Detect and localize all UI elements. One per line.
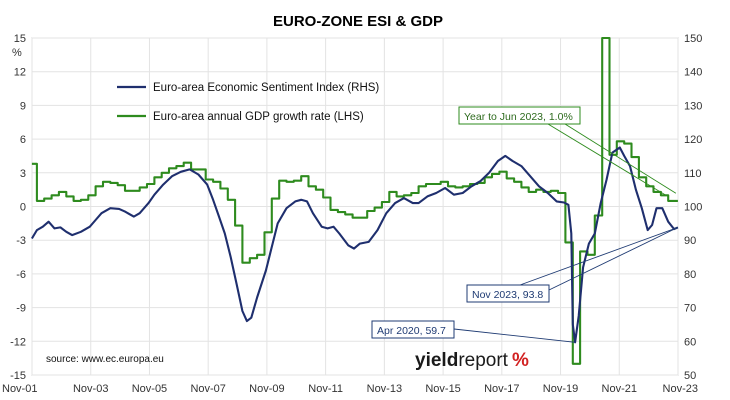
left-tick-label: 3 xyxy=(20,168,26,180)
left-tick-label: 0 xyxy=(20,202,26,214)
yieldreport-logo: yieldreport% xyxy=(415,350,529,371)
annotation-label-apr: Apr 2020, 59.7 xyxy=(377,325,446,337)
x-tick-label: Nov-15 xyxy=(425,383,460,395)
annotation-leader-nov-b xyxy=(548,226,679,291)
left-axis: 15 12 9 6 3 0 -3 -6 -9 -12 -15 xyxy=(10,33,26,382)
x-tick-label: Nov-21 xyxy=(602,383,637,395)
left-tick-label: -12 xyxy=(10,336,26,348)
annotation-leader-gdp-a xyxy=(547,123,667,196)
right-tick-label: 100 xyxy=(684,202,702,214)
left-tick-label: -6 xyxy=(16,269,26,281)
right-tick-label: 70 xyxy=(684,303,696,315)
left-tick-label: -15 xyxy=(10,370,26,382)
legend-label-gdp: Euro-area annual GDP growth rate (LHS) xyxy=(153,111,364,123)
annotation-label-gdp: Year to Jun 2023, 1.0% xyxy=(464,111,573,123)
annotation-box-apr xyxy=(371,320,455,339)
annotation-label-nov: Nov 2023, 93.8 xyxy=(472,289,543,301)
left-tick-label: 9 xyxy=(20,100,26,112)
gridlines xyxy=(31,37,679,376)
annotation-leader-apr xyxy=(453,328,576,343)
right-tick-label: 120 xyxy=(684,134,702,146)
right-tick-label: 50 xyxy=(684,370,696,382)
x-tick-label: Nov-01 xyxy=(2,383,37,395)
annotation-box-nov xyxy=(466,284,550,303)
right-tick-label: 110 xyxy=(684,168,702,180)
esi-line xyxy=(30,146,679,344)
x-tick-label: Nov-03 xyxy=(73,383,108,395)
left-tick-label: -3 xyxy=(16,235,26,247)
left-axis-unit: % xyxy=(12,47,22,59)
x-tick-label: Nov-17 xyxy=(484,383,519,395)
x-tick-label: Nov-11 xyxy=(308,383,343,395)
legend: Euro-area Economic Sentiment Index (RHS)… xyxy=(117,82,379,123)
annotation-box-gdp xyxy=(458,106,581,125)
x-tick-label: Nov-07 xyxy=(190,383,225,395)
source-note: source: www.ec.europa.eu xyxy=(46,354,164,365)
annotation-leader-nov-a xyxy=(519,226,679,286)
x-tick-label: Nov-23 xyxy=(663,383,698,395)
annotation-leader-gdp-b xyxy=(564,123,677,194)
logo-yield: yield xyxy=(415,350,458,371)
left-tick-label: 6 xyxy=(20,134,26,146)
logo-report: report xyxy=(458,350,508,371)
right-tick-label: 90 xyxy=(684,235,696,247)
legend-label-esi: Euro-area Economic Sentiment Index (RHS) xyxy=(153,82,379,94)
x-tick-label: Nov-09 xyxy=(249,383,284,395)
left-tick-label: 12 xyxy=(14,67,26,79)
logo-text: yieldreport% xyxy=(415,350,529,371)
x-tick-label: Nov-05 xyxy=(132,383,167,395)
annotations: Year to Jun 2023, 1.0% Nov 2023, 93.8 Ap… xyxy=(371,106,679,343)
right-tick-label: 140 xyxy=(684,67,702,79)
x-axis: Nov-01 Nov-03 Nov-05 Nov-07 Nov-09 Nov-11 Nov-… xyxy=(2,383,698,395)
logo-percent: % xyxy=(512,350,529,371)
series-layer xyxy=(30,36,679,365)
chart-title: EURO-ZONE ESI & GDP xyxy=(273,13,443,30)
x-tick-label: Nov-13 xyxy=(367,383,402,395)
right-tick-label: 60 xyxy=(684,336,696,348)
right-tick-label: 80 xyxy=(684,269,696,281)
left-tick-label: -9 xyxy=(16,303,26,315)
right-tick-label: 150 xyxy=(684,33,702,45)
right-axis: 150 140 130 120 110 100 90 80 70 60 50 xyxy=(684,33,702,382)
left-tick-label: 15 xyxy=(14,33,26,45)
x-tick-label: Nov-19 xyxy=(543,383,578,395)
right-tick-label: 130 xyxy=(684,100,702,112)
